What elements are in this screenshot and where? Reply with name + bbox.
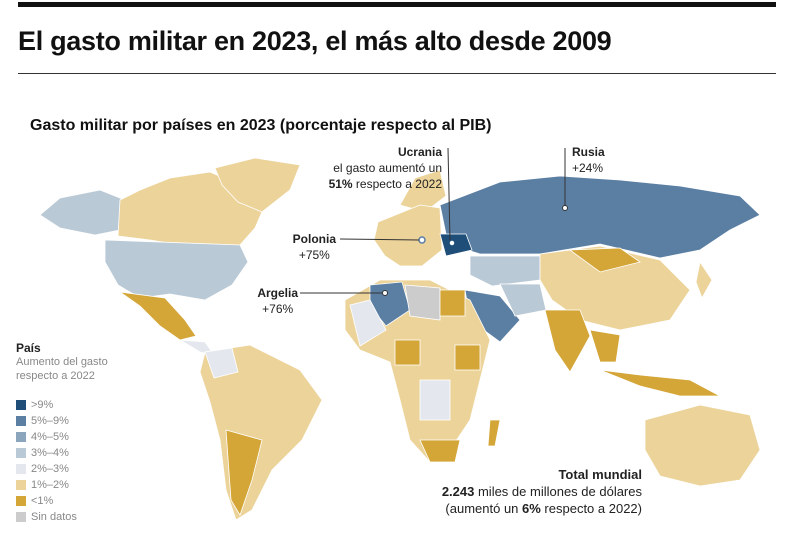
legend-item-label: 5%–9% [31, 415, 69, 427]
world-total: Total mundial 2.243 miles de millones de… [442, 466, 642, 517]
legend-swatch [16, 416, 26, 426]
ucrania-text-2: respecto a 2022 [352, 177, 442, 191]
country-alaska [39, 189, 126, 236]
polonia-leader-line [339, 238, 420, 241]
legend-item: 5%–9% [16, 413, 108, 429]
legend-item-label: 3%–4% [31, 447, 69, 459]
country-greenland [214, 157, 301, 213]
legend-item-label: 4%–5% [31, 431, 69, 443]
total-amount: 2.243 [441, 484, 475, 499]
country-australia [644, 404, 761, 487]
legend-item: 1%–2% [16, 477, 108, 493]
total-change-prefix: (aumentó un [445, 501, 523, 516]
legend-item: 2%–3% [16, 461, 108, 477]
legend-title: País [16, 341, 41, 355]
total-change-value: 6% [522, 501, 541, 516]
page-title: El gasto militar en 2023, el más alto de… [18, 26, 612, 56]
country-poland-marker [418, 236, 426, 244]
legend-swatch [16, 400, 26, 410]
annotation-rusia: Rusia +24% [572, 144, 605, 176]
divider [18, 73, 776, 74]
country-ethiopia [454, 344, 481, 371]
country-nigeria [394, 339, 421, 366]
legend-swatch [16, 496, 26, 506]
ucrania-text: el gasto aumentó un [333, 161, 442, 175]
country-mongolia [568, 247, 641, 273]
argelia-label: Argelia [257, 286, 298, 300]
legend-swatch [16, 448, 26, 458]
top-bar [18, 2, 776, 7]
legend-item-label: Sin datos [31, 511, 77, 523]
ucrania-value: 51% [328, 177, 353, 191]
country-ukraine [439, 233, 473, 257]
country-southeast-asia [589, 329, 621, 363]
legend-item-label: 2%–3% [31, 463, 69, 475]
country-ukraine-marker [448, 239, 456, 247]
country-japan [695, 260, 713, 299]
country-india [544, 309, 591, 373]
legend-swatch [16, 512, 26, 522]
legend-item-label: 1%–2% [31, 479, 69, 491]
country-congo [419, 379, 451, 421]
legend-item: 4%–5% [16, 429, 108, 445]
country-kazakhstan [469, 255, 541, 287]
legend-item-label: <1% [31, 495, 54, 507]
total-amount-text: miles de millones de dólares [474, 484, 642, 499]
country-libya [404, 284, 441, 321]
country-russia-marker [562, 205, 568, 211]
country-south-africa [419, 439, 461, 463]
legend-item-label: >9% [31, 399, 54, 411]
rusia-value: +24% [572, 161, 604, 175]
polonia-value: +75% [298, 248, 330, 262]
total-change-suffix: respecto a 2022) [540, 501, 642, 516]
country-algeria-marker [382, 290, 388, 296]
map-legend: País Aumento del gasto respecto a 2022 >9… [16, 341, 108, 525]
argelia-value: +76% [262, 302, 294, 316]
country-egypt [439, 289, 466, 317]
polonia-label: Polonia [292, 232, 336, 246]
country-madagascar [487, 419, 501, 447]
legend-swatch [16, 464, 26, 474]
legend-subtitle-2: respecto a 2022 [16, 370, 95, 382]
country-usa [104, 239, 249, 301]
map-subtitle: Gasto militar por países en 2023 (porcen… [30, 117, 492, 134]
rusia-label: Rusia [572, 145, 605, 159]
annotation-polonia: Polonia +75% [293, 231, 336, 263]
legend-item: Sin datos [16, 509, 108, 525]
ucrania-label: Ucrania [397, 145, 442, 159]
country-indonesia [599, 369, 721, 397]
annotation-argelia: Argelia +76% [257, 285, 298, 317]
region-sahel [349, 299, 387, 347]
country-colombia [204, 347, 239, 379]
legend-item: <1% [16, 493, 108, 509]
legend-item: >9% [16, 397, 108, 413]
ucrania-leader-line [447, 147, 451, 241]
annotation-ucrania: Ucrania el gasto aumentó un 51% respecto… [329, 144, 442, 192]
country-argentina [225, 429, 263, 516]
legend-swatch [16, 432, 26, 442]
country-russia [439, 175, 761, 259]
country-mexico [119, 291, 197, 341]
country-china [539, 245, 691, 331]
total-title: Total mundial [558, 467, 642, 482]
legend-swatch [16, 480, 26, 490]
legend-item: 3%–4% [16, 445, 108, 461]
region-europe [373, 204, 443, 267]
legend-subtitle: Aumento del gasto [16, 356, 108, 368]
